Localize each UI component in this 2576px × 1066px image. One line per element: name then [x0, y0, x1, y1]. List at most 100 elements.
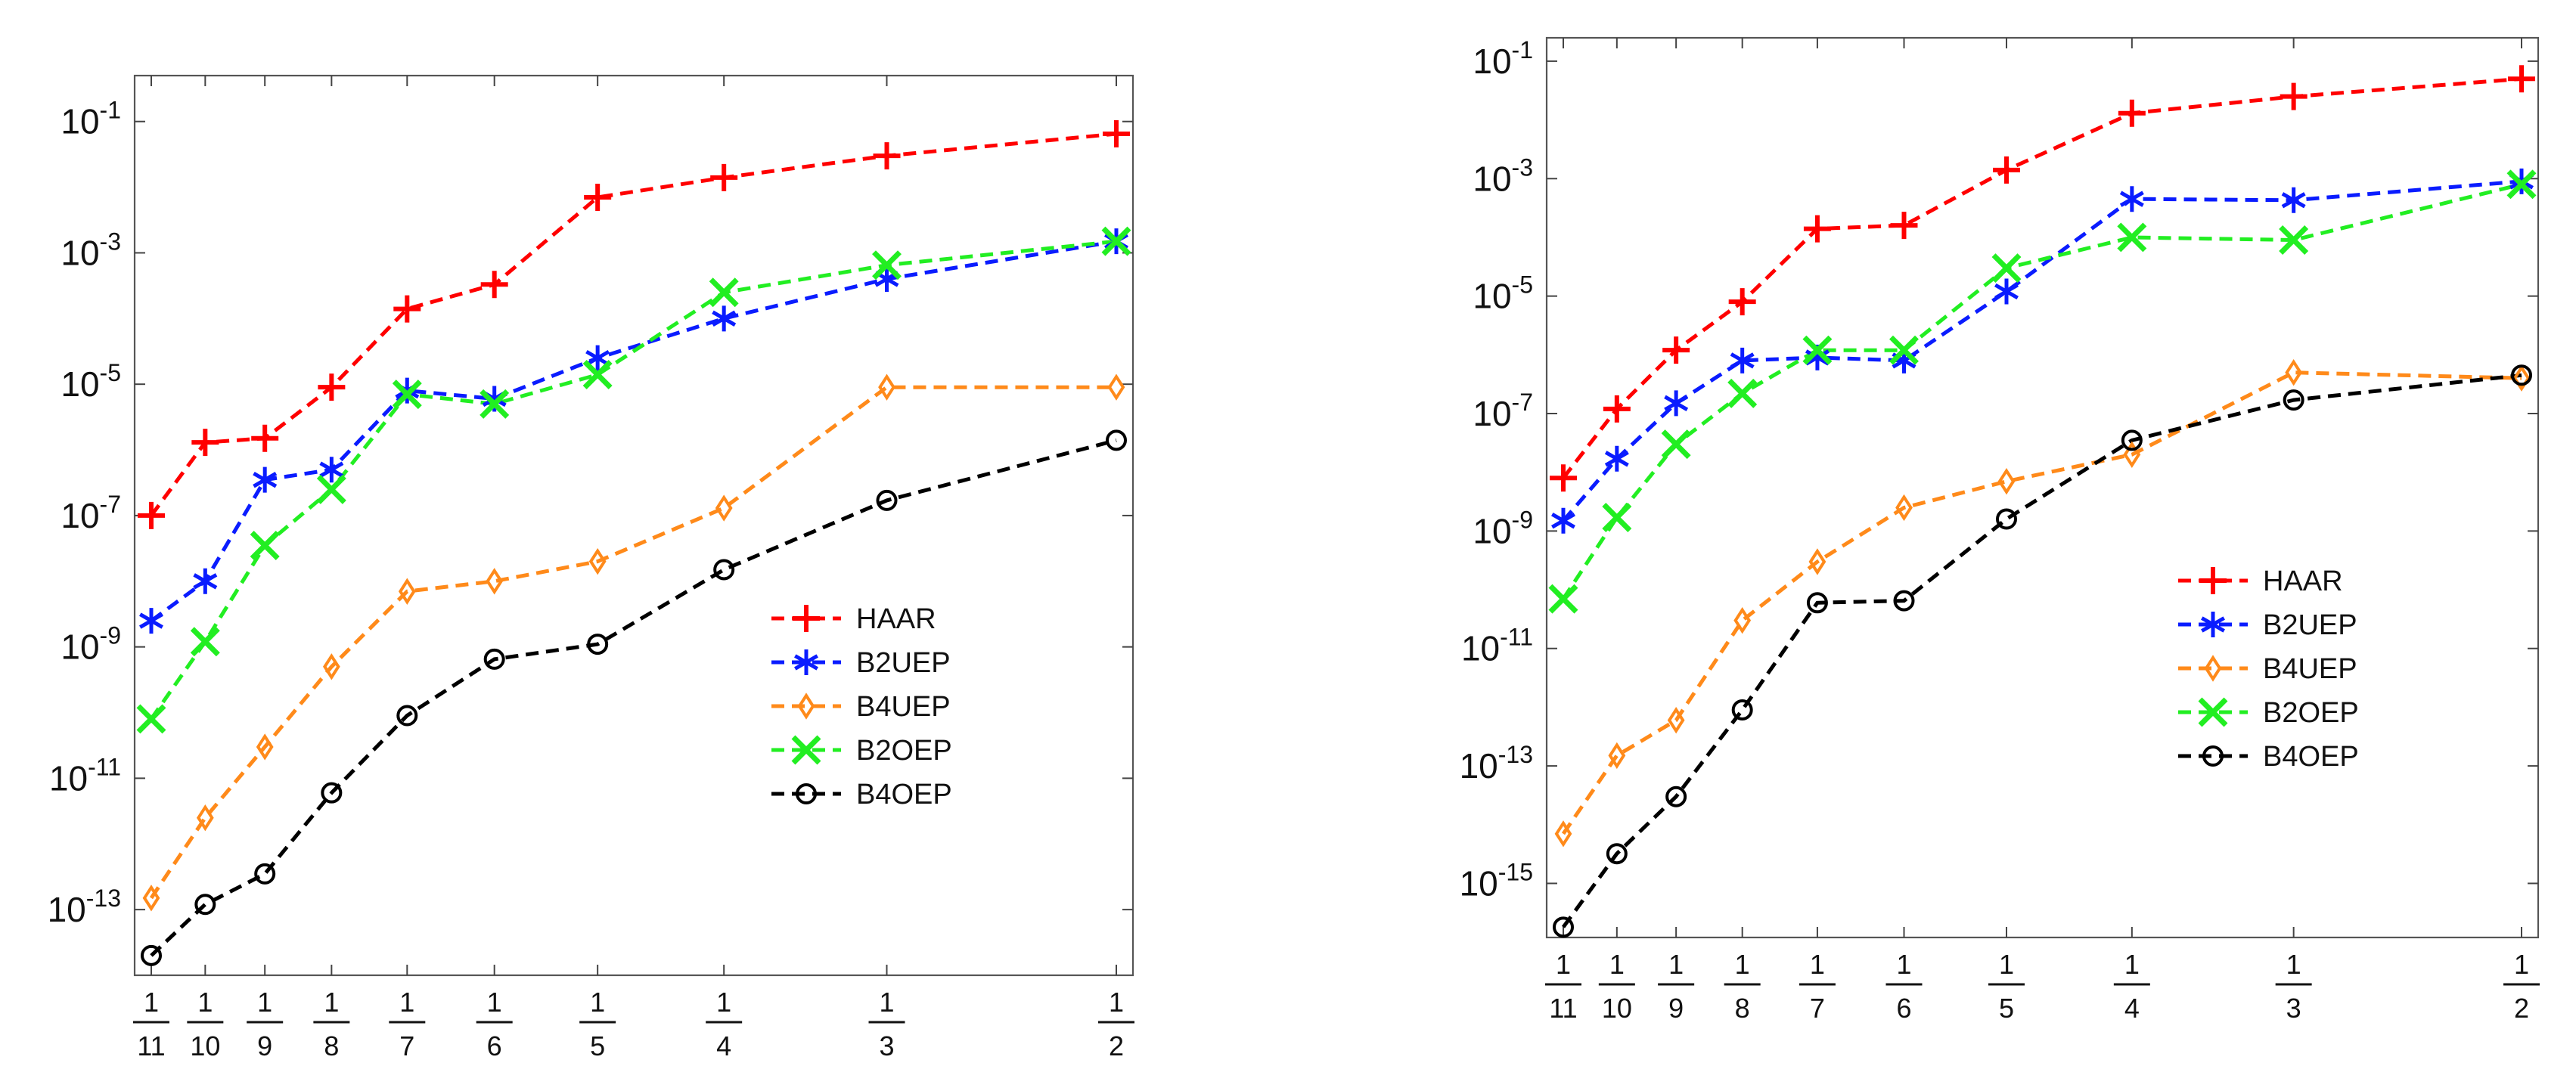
data-point-b4oep — [1665, 786, 1687, 807]
data-point-b4uep — [142, 885, 160, 912]
x-tick-numerator: 1 — [1999, 949, 2014, 980]
data-point-b2uep — [1604, 445, 1629, 472]
data-point-haar — [1993, 156, 2020, 184]
legend-label: B2UEP — [2263, 609, 2357, 641]
y-tick-base: 10 — [48, 890, 86, 929]
data-point-haar — [1662, 336, 1690, 364]
y-tick-base: 10 — [1473, 511, 1511, 550]
y-tick-label: 10-9 — [1473, 506, 1533, 550]
x-tick-denominator: 7 — [1810, 993, 1825, 1024]
x-tick-denominator: 2 — [2514, 993, 2529, 1024]
data-point-haar — [2280, 82, 2308, 110]
data-point-b4oep — [1731, 699, 1753, 720]
x-tick-denominator: 10 — [190, 1030, 220, 1061]
data-point-b4uep — [2123, 441, 2141, 469]
data-point-b2uep — [1551, 507, 1575, 534]
data-point-b2uep — [193, 568, 218, 594]
y-tick-exponent: -1 — [100, 97, 121, 124]
series-line-haar — [149, 132, 1117, 517]
x-tick-numerator: 1 — [1896, 949, 1911, 980]
legend: HAAR B2UEP B4UEP B2OEP B4OEP — [771, 603, 952, 810]
y-tick-base: 10 — [61, 496, 99, 535]
y-tick-base: 10 — [1473, 159, 1511, 198]
data-point-b2uep — [1730, 347, 1755, 373]
data-point-b4uep — [715, 494, 733, 522]
y-tick-label: 10-11 — [49, 753, 121, 798]
data-point-b4uep — [256, 733, 274, 761]
data-point-haar — [1550, 464, 1577, 492]
x-tick-numerator: 1 — [2286, 949, 2301, 980]
series-line-haar — [1562, 76, 2522, 479]
y-tick-exponent: -11 — [1500, 624, 1533, 651]
data-point-b2oep — [190, 627, 220, 657]
y-tick-base: 10 — [1460, 746, 1498, 786]
x-tick-denominator: 8 — [324, 1030, 339, 1061]
data-point-b4uep — [878, 373, 895, 401]
x-tick-denominator: 8 — [1735, 993, 1750, 1024]
plot-frame — [1545, 36, 2540, 939]
series-line-b2oep — [1561, 182, 2522, 600]
series-line-b2uep — [1562, 179, 2522, 522]
data-point-b2oep — [2117, 222, 2147, 253]
legend-label: B4OEP — [856, 779, 952, 810]
y-tick-label: 10-15 — [1460, 858, 1533, 903]
data-point-b4uep — [196, 804, 214, 832]
data-point-b2oep — [709, 277, 739, 308]
data-point-b2oep — [392, 380, 422, 410]
data-point-b2oep — [1101, 226, 1131, 256]
x-tick-denominator: 11 — [1549, 993, 1577, 1024]
data-point-b2uep — [319, 457, 344, 483]
data-point-b2oep — [1602, 502, 1632, 532]
data-point-b2oep — [316, 474, 346, 504]
y-tick-exponent: -13 — [86, 885, 121, 912]
x-tick-denominator: 9 — [1668, 993, 1684, 1024]
data-point-haar — [480, 271, 508, 299]
y-tick-label: 10-11 — [1461, 624, 1533, 668]
y-tick-exponent: -1 — [1512, 36, 1533, 64]
y-tick-label: 10-5 — [61, 359, 121, 404]
data-point-b4oep — [876, 489, 898, 511]
data-point-b2uep — [1994, 278, 2019, 305]
y-tick-exponent: -3 — [1512, 153, 1533, 181]
y-tick-base: 10 — [49, 758, 88, 798]
data-point-b4uep — [1997, 468, 2016, 495]
y-tick-exponent: -7 — [1512, 389, 1533, 416]
data-point-b4oep — [1806, 592, 1828, 614]
data-point-b2oep — [1889, 335, 1919, 365]
data-point-b2uep — [253, 466, 278, 493]
data-point-b2oep — [2506, 169, 2537, 200]
data-point-haar — [1803, 215, 1831, 243]
data-point-b2oep — [136, 704, 166, 734]
data-point-haar — [138, 501, 165, 529]
data-point-b4uep — [1554, 820, 1572, 848]
x-tick-denominator: 9 — [257, 1030, 272, 1061]
data-point-b4oep — [1553, 916, 1574, 938]
x-tick-numerator: 1 — [1556, 949, 1571, 980]
y-tick-base: 10 — [61, 364, 99, 404]
data-point-haar — [191, 429, 219, 457]
y-tick-base: 10 — [1473, 394, 1511, 433]
data-point-b2oep — [480, 389, 510, 419]
x-tick-numerator: 1 — [144, 987, 159, 1018]
chart-right: 10-1510-1310-1110-910-710-510-310-111111… — [1460, 36, 2540, 1024]
data-point-b4uep — [322, 653, 340, 680]
y-tick-base: 10 — [61, 233, 99, 272]
series-line-b2oep — [149, 239, 1117, 720]
series-line-b4uep — [1561, 370, 2522, 835]
data-point-b2uep — [2281, 187, 2306, 213]
y-tick-exponent: -7 — [100, 491, 121, 518]
y-tick-base: 10 — [61, 628, 99, 667]
data-point-b4oep — [483, 648, 505, 670]
legend-label: HAAR — [856, 603, 936, 635]
data-point-b4uep — [2285, 359, 2303, 386]
y-tick-label: 10-7 — [1473, 389, 1533, 433]
legend-marker-b4uep — [2204, 655, 2222, 682]
x-tick-denominator: 4 — [716, 1030, 731, 1061]
legend-label: B4OEP — [2263, 741, 2359, 773]
x-tick-numerator: 1 — [197, 987, 213, 1018]
legend-marker-b2uep — [794, 649, 818, 675]
legend-label: B4UEP — [856, 691, 951, 723]
data-point-b4oep — [396, 705, 418, 727]
data-point-haar — [584, 184, 612, 212]
data-point-b4uep — [2512, 364, 2531, 392]
